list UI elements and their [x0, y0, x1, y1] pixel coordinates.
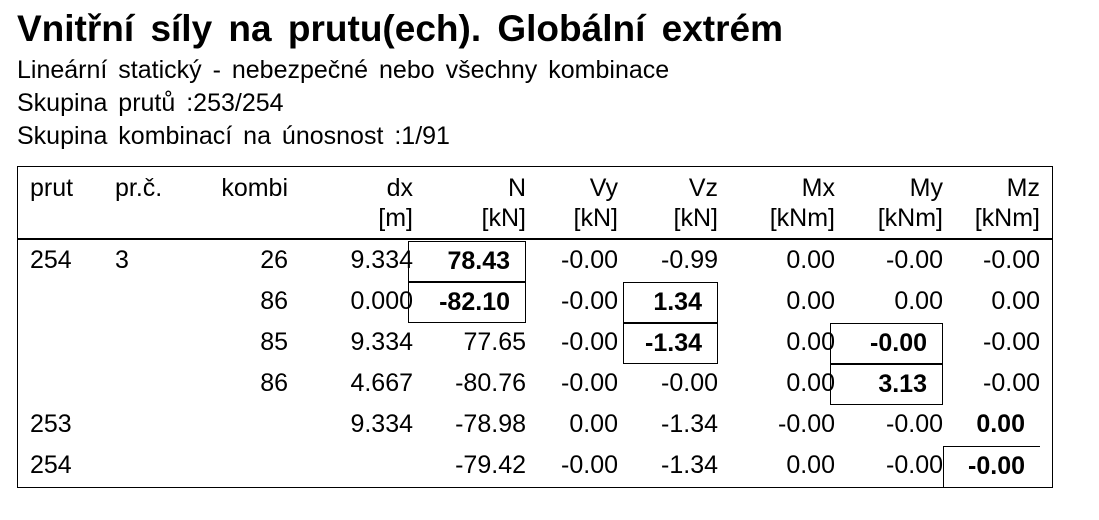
cell-dx-row1: 0.000 — [350, 287, 413, 315]
header-my-label: My — [909, 174, 943, 202]
header-vy-label: Vy — [589, 174, 618, 202]
header-pr-c: pr.č. — [115, 173, 185, 203]
header-mx-unit: [kNm] — [769, 204, 835, 232]
cell-mz-row5: -0.00 — [943, 446, 1040, 487]
internal-forces-table: prut pr.č. kombi dx [m] N [kN] Vy [kN] Vz [kN] Mx [k… — [17, 166, 1053, 488]
header-mz-label: Mz — [1006, 174, 1040, 202]
cell-kombi-row1: 86 — [260, 287, 288, 315]
cell-dx-row4: 9.334 — [350, 410, 413, 438]
cell-vy-row3: -0.00 — [561, 369, 618, 397]
analysis-type-line: Lineární statický - nebezpečné nebo všec… — [17, 56, 670, 84]
header-my-unit: [kNm] — [877, 204, 943, 232]
cell-mx-row3: 0.00 — [786, 369, 835, 397]
cell-prut-row0: 254 — [30, 246, 72, 274]
header-vz-label: Vz — [688, 174, 718, 202]
header-divider — [18, 238, 1052, 240]
cell-vy-row2: -0.00 — [561, 328, 618, 356]
cell-vz-row5: -1.34 — [661, 451, 718, 479]
cell-n-row3: -80.76 — [455, 369, 526, 397]
cell-vz-row0: -0.99 — [661, 246, 718, 274]
header-vy: Vy [kN] — [526, 173, 618, 233]
cell-prut-row4: 253 — [30, 410, 72, 438]
header-vz-unit: [kN] — [673, 204, 718, 232]
header-mz-unit: [kNm] — [974, 204, 1040, 232]
cell-mz-row4: 0.00 — [976, 410, 1025, 438]
header-prut: prut — [30, 173, 100, 203]
cell-kombi-row2: 85 — [260, 328, 288, 356]
cell-my-row2: -0.00 — [830, 323, 943, 364]
cell-my-row5: -0.00 — [886, 451, 943, 479]
header-kombi-label: kombi — [221, 174, 288, 202]
cell-n-row5: -79.42 — [455, 451, 526, 479]
cell-n-row1: -82.10 — [408, 282, 526, 323]
cell-vz-row3: -0.00 — [661, 369, 718, 397]
header-my: My [kNm] — [830, 173, 943, 233]
header-kombi: kombi — [188, 173, 288, 203]
cell-prut-row5: 254 — [30, 451, 72, 479]
header-mx: Mx [kNm] — [723, 173, 835, 233]
report-title: Vnitřní síly na prutu(ech). Globální ext… — [17, 8, 784, 49]
cell-n-row4: -78.98 — [455, 410, 526, 438]
header-vy-unit: [kN] — [573, 204, 618, 232]
cell-kombi-row0: 26 — [260, 246, 288, 274]
header-vz: Vz [kN] — [623, 173, 718, 233]
member-group-line: Skupina prutů :253/254 — [17, 89, 284, 117]
cell-vy-row5: -0.00 — [561, 451, 618, 479]
cell-mx-row4: -0.00 — [778, 410, 835, 438]
header-dx: dx [m] — [303, 173, 413, 233]
cell-my-row3: 3.13 — [830, 364, 943, 405]
cell-vz-row1: 1.34 — [623, 282, 718, 323]
header-pr-c-label: pr.č. — [115, 174, 163, 202]
cell-vy-row0: -0.00 — [561, 246, 618, 274]
cell-my-row4: -0.00 — [886, 410, 943, 438]
cell-n-row0: 78.43 — [408, 241, 526, 282]
cell-dx-row3: 4.667 — [350, 369, 413, 397]
header-mz: Mz [kNm] — [938, 173, 1040, 233]
cell-dx-row2: 9.334 — [350, 328, 413, 356]
cell-mx-row2: 0.00 — [786, 328, 835, 356]
cell-vz-row2: -1.34 — [623, 323, 718, 364]
header-dx-unit: [m] — [378, 204, 413, 232]
cell-mx-row0: 0.00 — [786, 246, 835, 274]
header-n-unit: [kN] — [481, 204, 526, 232]
cell-mz-row3: -0.00 — [983, 369, 1040, 397]
header-dx-label: dx — [386, 174, 413, 202]
header-n: N [kN] — [408, 173, 526, 233]
cell-mx-row5: 0.00 — [786, 451, 835, 479]
cell-n-row2: 77.65 — [463, 328, 526, 356]
cell-my-row0: -0.00 — [886, 246, 943, 274]
cell-mz-row1: 0.00 — [991, 287, 1040, 315]
cell-dx-row0: 9.334 — [350, 246, 413, 274]
cell-mx-row1: 0.00 — [786, 287, 835, 315]
cell-my-row1: 0.00 — [894, 287, 943, 315]
combination-group-line: Skupina kombinací na únosnost :1/91 — [17, 122, 450, 150]
header-mx-label: Mx — [801, 174, 835, 202]
cell-pr-c-row0: 3 — [115, 246, 129, 274]
header-prut-label: prut — [30, 174, 74, 202]
cell-mz-row0: -0.00 — [983, 246, 1040, 274]
cell-vy-row4: 0.00 — [569, 410, 618, 438]
cell-vy-row1: -0.00 — [561, 287, 618, 315]
cell-mz-row2: -0.00 — [983, 328, 1040, 356]
header-n-label: N — [507, 174, 526, 202]
cell-kombi-row3: 86 — [260, 369, 288, 397]
cell-vz-row4: -1.34 — [661, 410, 718, 438]
